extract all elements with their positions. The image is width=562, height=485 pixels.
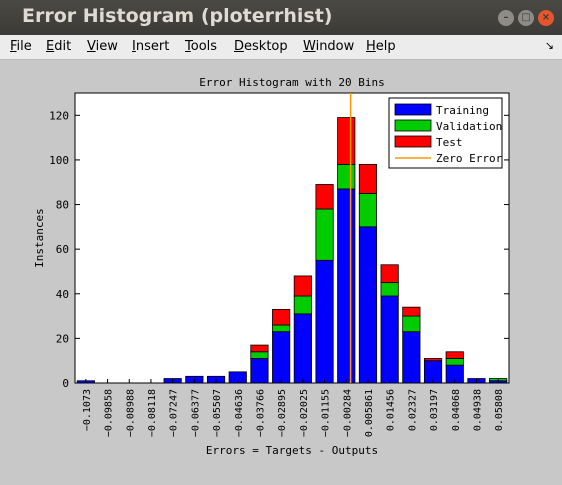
- bar-test-13: [358, 163, 378, 194]
- bar-test-16: [423, 358, 443, 362]
- bar-validation-8: [250, 351, 269, 359]
- bar-validation-13: [358, 192, 378, 228]
- x-ticks-group: −0.1073 −0.09858 −0.08988 −0.08118 −0.07247−…: [82, 379, 505, 437]
- maximize-button[interactable]: □: [518, 10, 534, 26]
- minimize-button[interactable]: –: [498, 10, 514, 26]
- menu-file[interactable]: File: [10, 39, 32, 54]
- bars-group: [76, 117, 508, 384]
- x-axis-label: Errors = Targets - Outputs: [206, 444, 378, 457]
- figure-canvas: Error Histogram with 20 Bins Errors = Ta…: [0, 60, 562, 481]
- x-tick-label-12: −0.00284: [342, 389, 353, 437]
- y-tick-label-4: 80: [56, 199, 69, 212]
- bar-validation-12: [337, 163, 356, 190]
- window-title: Error Histogram (ploterrhist): [22, 5, 333, 27]
- x-tick-label-3: −0.08118: [147, 389, 158, 437]
- title-bar[interactable]: Error Histogram (ploterrhist) – □ ×: [0, 0, 562, 35]
- bar-test-14: [380, 264, 399, 284]
- x-tick-label-19: 0.05808: [494, 389, 505, 431]
- legend: Training Validation Test Zero Error: [388, 97, 503, 169]
- menu-tools[interactable]: Tools: [185, 39, 218, 54]
- bar-test-15: [402, 306, 421, 317]
- menu-edit[interactable]: Edit: [46, 39, 72, 54]
- y-tick-label-1: 20: [56, 332, 69, 345]
- menu-insert[interactable]: Insert: [132, 39, 170, 54]
- x-tick-label-8: −0.03766: [255, 389, 266, 437]
- bar-training-12: [337, 188, 356, 384]
- bar-test-9: [272, 308, 291, 326]
- legend-swatch-test: [394, 135, 432, 148]
- bar-validation-14: [380, 282, 399, 297]
- x-tick-label-15: 0.02327: [407, 389, 418, 431]
- bar-test-17: [445, 351, 464, 359]
- menu-view[interactable]: View: [87, 39, 118, 54]
- menu-bar: File Edit View Insert Tools Desktop Wind…: [0, 35, 562, 60]
- x-tick-label-17: 0.04068: [451, 389, 462, 431]
- menu-window[interactable]: Window: [303, 39, 355, 54]
- y-tick-label-0: 0: [62, 377, 69, 390]
- y-tick-label-6: 120: [49, 109, 69, 122]
- y-tick-label-5: 100: [49, 154, 69, 167]
- x-tick-label-18: 0.04938: [472, 389, 483, 431]
- legend-label-training: Training: [436, 104, 489, 117]
- bar-validation-11: [315, 208, 334, 261]
- x-tick-label-11: −0.01155: [321, 389, 332, 437]
- bar-validation-9: [272, 324, 291, 333]
- close-button[interactable]: ×: [538, 10, 554, 26]
- dock-arrow-icon[interactable]: ↘: [544, 39, 554, 52]
- bar-training-9: [272, 331, 291, 384]
- x-tick-label-13: 0.005861: [364, 389, 375, 437]
- bar-validation-10: [293, 295, 312, 315]
- bar-training-11: [315, 259, 334, 384]
- bar-test-10: [293, 275, 312, 297]
- legend-label-test: Test: [436, 136, 463, 149]
- x-tick-label-9: −0.02895: [277, 389, 288, 437]
- bar-training-10: [293, 313, 312, 384]
- x-tick-label-6: −0.05507: [212, 389, 223, 437]
- bar-training-13: [358, 226, 378, 384]
- x-tick-label-14: 0.01456: [386, 389, 397, 431]
- x-tick-label-4: −0.07247: [169, 389, 180, 437]
- bar-validation-15: [402, 315, 421, 333]
- bar-training-14: [380, 295, 399, 384]
- bar-test-12: [337, 117, 356, 165]
- bar-test-11: [315, 184, 334, 210]
- x-tick-label-0: −0.1073: [82, 389, 93, 431]
- legend-swatch-validation: [394, 119, 432, 132]
- y-tick-label-3: 60: [56, 243, 69, 256]
- bar-training-15: [402, 331, 421, 384]
- y-axis-label: Instances: [33, 208, 46, 268]
- menu-help[interactable]: Help: [366, 39, 396, 54]
- x-tick-label-16: 0.03197: [429, 389, 440, 431]
- x-tick-label-7: −0.04636: [234, 389, 245, 437]
- y-tick-label-2: 40: [56, 288, 69, 301]
- menu-desktop[interactable]: Desktop: [234, 39, 288, 54]
- legend-label-validation: Validation: [436, 120, 502, 133]
- error-histogram-chart: Error Histogram with 20 Bins Errors = Ta…: [33, 76, 510, 457]
- bar-test-8: [250, 344, 269, 353]
- legend-label-zero-error: Zero Error: [436, 152, 503, 165]
- x-tick-label-5: −0.06377: [190, 389, 201, 437]
- x-tick-label-2: −0.08988: [125, 389, 136, 437]
- legend-swatch-training: [394, 103, 432, 116]
- x-tick-label-1: −0.09858: [104, 389, 115, 437]
- bar-validation-17: [445, 358, 464, 366]
- y-ticks-group: 0 20 40 60 80 100 120: [49, 109, 509, 390]
- x-tick-label-10: −0.02025: [299, 389, 310, 437]
- chart-title: Error Histogram with 20 Bins: [199, 76, 384, 89]
